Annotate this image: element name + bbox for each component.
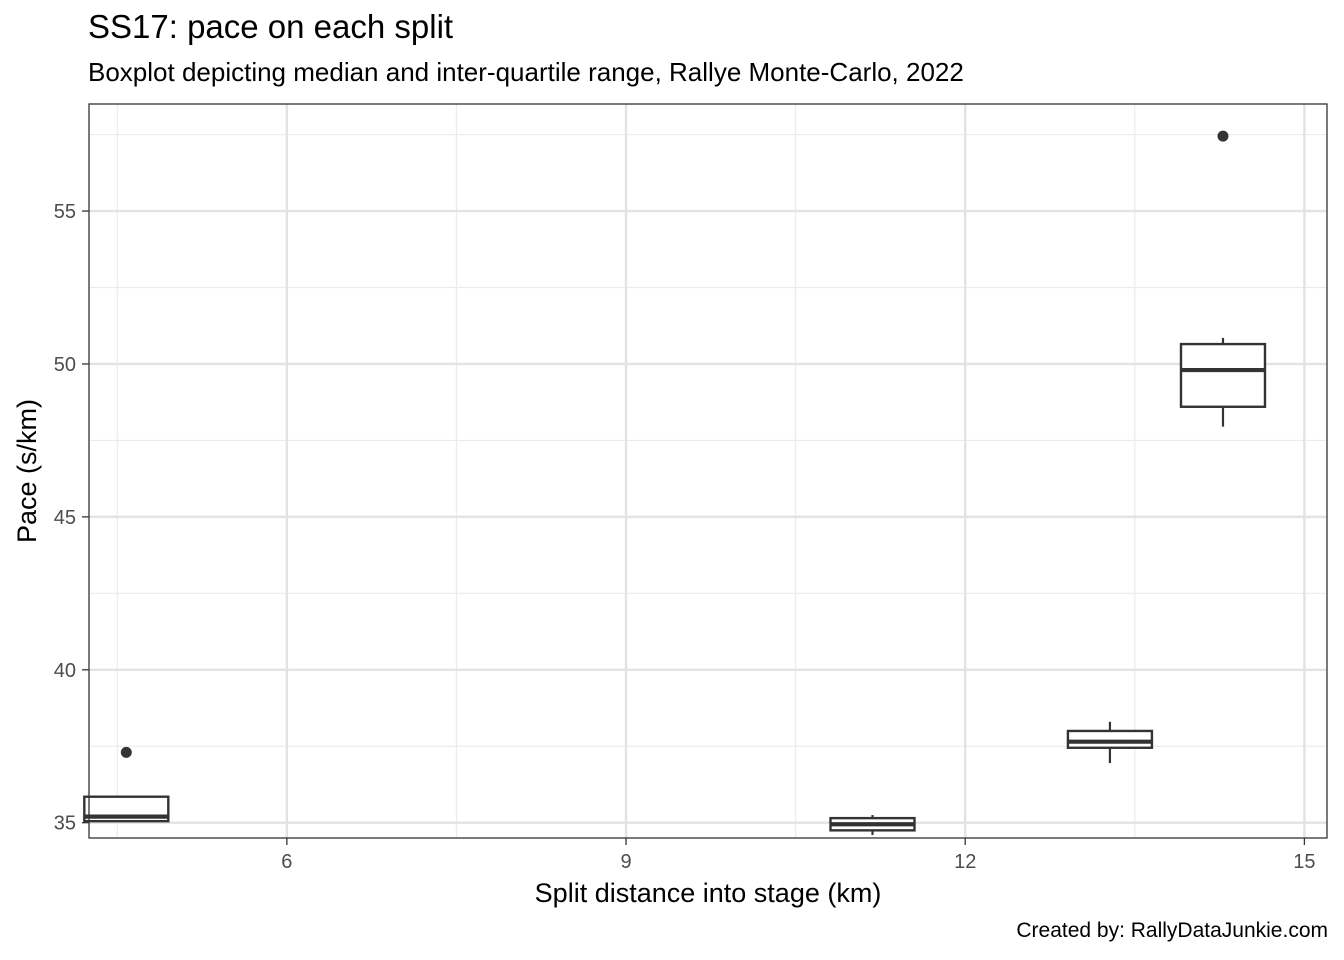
iqr-box [1179, 342, 1267, 408]
outlier-point [120, 746, 132, 758]
chart-caption: Created by: RallyDataJunkie.com [1016, 919, 1328, 942]
major-gridlines [89, 104, 1327, 838]
chart-title: SS17: pace on each split [88, 8, 454, 45]
outlier-point [1217, 130, 1229, 142]
plot-panel-background [89, 104, 1327, 838]
axis-ticks: 6 9 12 15 35 40 45 50 55 [54, 201, 1316, 873]
chart-subtitle: Boxplot depicting median and inter-quart… [88, 57, 964, 87]
y-tick-label: 40 [54, 660, 76, 682]
x-axis-title: Split distance into stage (km) [535, 878, 882, 908]
y-tick-label: 35 [54, 813, 76, 835]
x-tick-label: 9 [620, 851, 631, 873]
plot-panel-border [88, 103, 1328, 839]
y-tick-label: 50 [54, 354, 76, 376]
y-tick-label: 55 [54, 201, 76, 223]
minor-gridlines [89, 104, 1327, 838]
iqr-box [1066, 729, 1154, 749]
x-tick-label: 12 [954, 851, 976, 873]
y-tick-label: 45 [54, 507, 76, 529]
x-tick-label: 15 [1293, 851, 1315, 873]
boxplot-series [83, 130, 1267, 835]
y-axis-title: Pace (s/km) [12, 399, 42, 543]
x-tick-label: 6 [281, 851, 292, 873]
